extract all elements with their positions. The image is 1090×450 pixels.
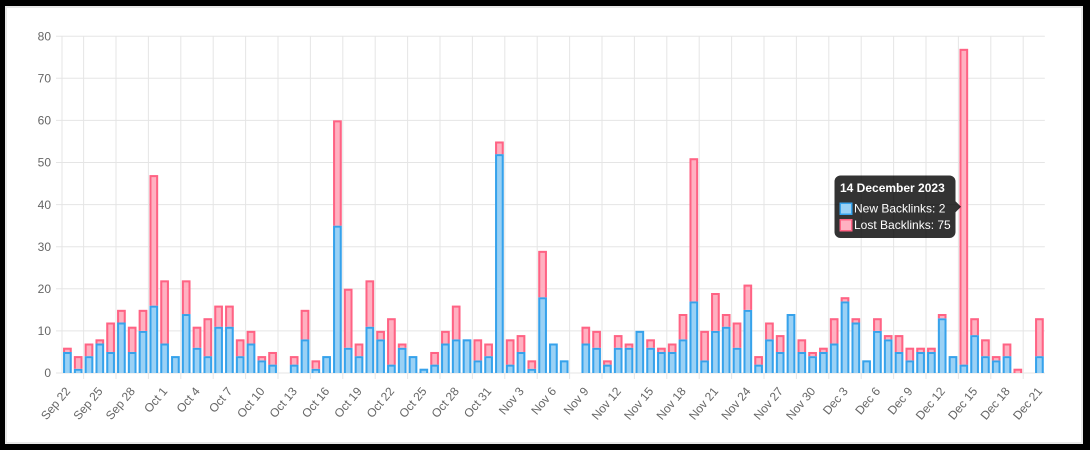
svg-text:Sep 25: Sep 25 (70, 384, 105, 422)
svg-text:30: 30 (38, 240, 52, 254)
svg-text:Nov 9: Nov 9 (561, 384, 592, 417)
svg-text:Nov 12: Nov 12 (589, 384, 624, 422)
svg-text:Oct 16: Oct 16 (299, 384, 333, 420)
svg-text:Dec 9: Dec 9 (885, 384, 916, 417)
svg-text:Nov 21: Nov 21 (686, 384, 721, 422)
svg-text:Dec 21: Dec 21 (1010, 384, 1045, 422)
svg-text:20: 20 (38, 282, 52, 296)
svg-text:40: 40 (38, 198, 52, 212)
svg-text:Nov 15: Nov 15 (621, 384, 656, 422)
svg-text:60: 60 (38, 114, 52, 128)
svg-text:Oct 10: Oct 10 (234, 384, 268, 420)
svg-text:Oct 4: Oct 4 (174, 384, 203, 415)
svg-text:Nov 24: Nov 24 (718, 384, 753, 422)
svg-text:Oct 25: Oct 25 (396, 384, 430, 420)
svg-text:Nov 27: Nov 27 (751, 384, 786, 422)
svg-text:Oct 28: Oct 28 (429, 384, 463, 420)
svg-text:Nov 3: Nov 3 (496, 384, 527, 417)
svg-text:Dec 6: Dec 6 (852, 384, 883, 417)
svg-text:Oct 13: Oct 13 (267, 384, 301, 420)
svg-text:50: 50 (38, 156, 52, 170)
svg-text:70: 70 (38, 72, 52, 86)
svg-text:10: 10 (38, 324, 52, 338)
svg-text:New Backlinks: 2: New Backlinks: 2 (854, 202, 946, 216)
svg-text:Nov 30: Nov 30 (783, 384, 818, 422)
svg-text:Dec 12: Dec 12 (913, 384, 948, 422)
svg-text:Sep 22: Sep 22 (38, 384, 73, 422)
svg-text:Nov 18: Nov 18 (654, 384, 689, 422)
svg-text:14 December 2023: 14 December 2023 (840, 181, 945, 195)
svg-text:Dec 18: Dec 18 (978, 384, 1013, 422)
svg-text:Lost Backlinks: 75: Lost Backlinks: 75 (854, 218, 951, 232)
svg-text:Oct 19: Oct 19 (331, 384, 365, 420)
svg-text:Oct 7: Oct 7 (206, 384, 235, 415)
svg-text:0: 0 (44, 366, 51, 380)
svg-text:Dec 3: Dec 3 (820, 384, 851, 417)
svg-text:80: 80 (38, 29, 52, 43)
svg-text:Oct 31: Oct 31 (461, 384, 495, 420)
svg-text:Sep 28: Sep 28 (103, 384, 138, 422)
svg-text:Dec 15: Dec 15 (945, 384, 980, 422)
svg-text:Oct 1: Oct 1 (141, 384, 170, 415)
svg-text:Oct 22: Oct 22 (364, 384, 398, 420)
svg-text:Nov 6: Nov 6 (528, 384, 559, 417)
